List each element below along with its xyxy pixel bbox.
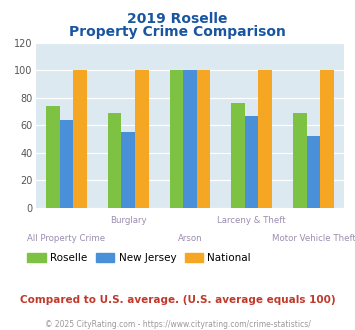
Bar <box>170 70 183 208</box>
Legend: Roselle, New Jersey, National: Roselle, New Jersey, National <box>23 248 255 267</box>
Bar <box>73 70 87 208</box>
Text: Property Crime Comparison: Property Crime Comparison <box>69 25 286 39</box>
Text: Compared to U.S. average. (U.S. average equals 100): Compared to U.S. average. (U.S. average … <box>20 295 335 305</box>
Bar <box>245 116 258 208</box>
Bar <box>135 70 148 208</box>
Bar <box>108 113 121 208</box>
Text: Motor Vehicle Theft: Motor Vehicle Theft <box>272 234 355 243</box>
Bar <box>46 106 60 208</box>
Bar <box>183 70 197 208</box>
Bar <box>197 70 210 208</box>
Bar <box>60 120 73 208</box>
Text: Burglary: Burglary <box>110 216 147 225</box>
Bar <box>121 132 135 208</box>
Bar <box>231 103 245 208</box>
Text: All Property Crime: All Property Crime <box>27 234 105 243</box>
Bar <box>307 136 320 208</box>
Text: Arson: Arson <box>178 234 202 243</box>
Bar <box>293 113 307 208</box>
Text: © 2025 CityRating.com - https://www.cityrating.com/crime-statistics/: © 2025 CityRating.com - https://www.city… <box>45 320 310 329</box>
Text: Larceny & Theft: Larceny & Theft <box>217 216 286 225</box>
Text: 2019 Roselle: 2019 Roselle <box>127 12 228 25</box>
Bar <box>258 70 272 208</box>
Bar <box>320 70 334 208</box>
